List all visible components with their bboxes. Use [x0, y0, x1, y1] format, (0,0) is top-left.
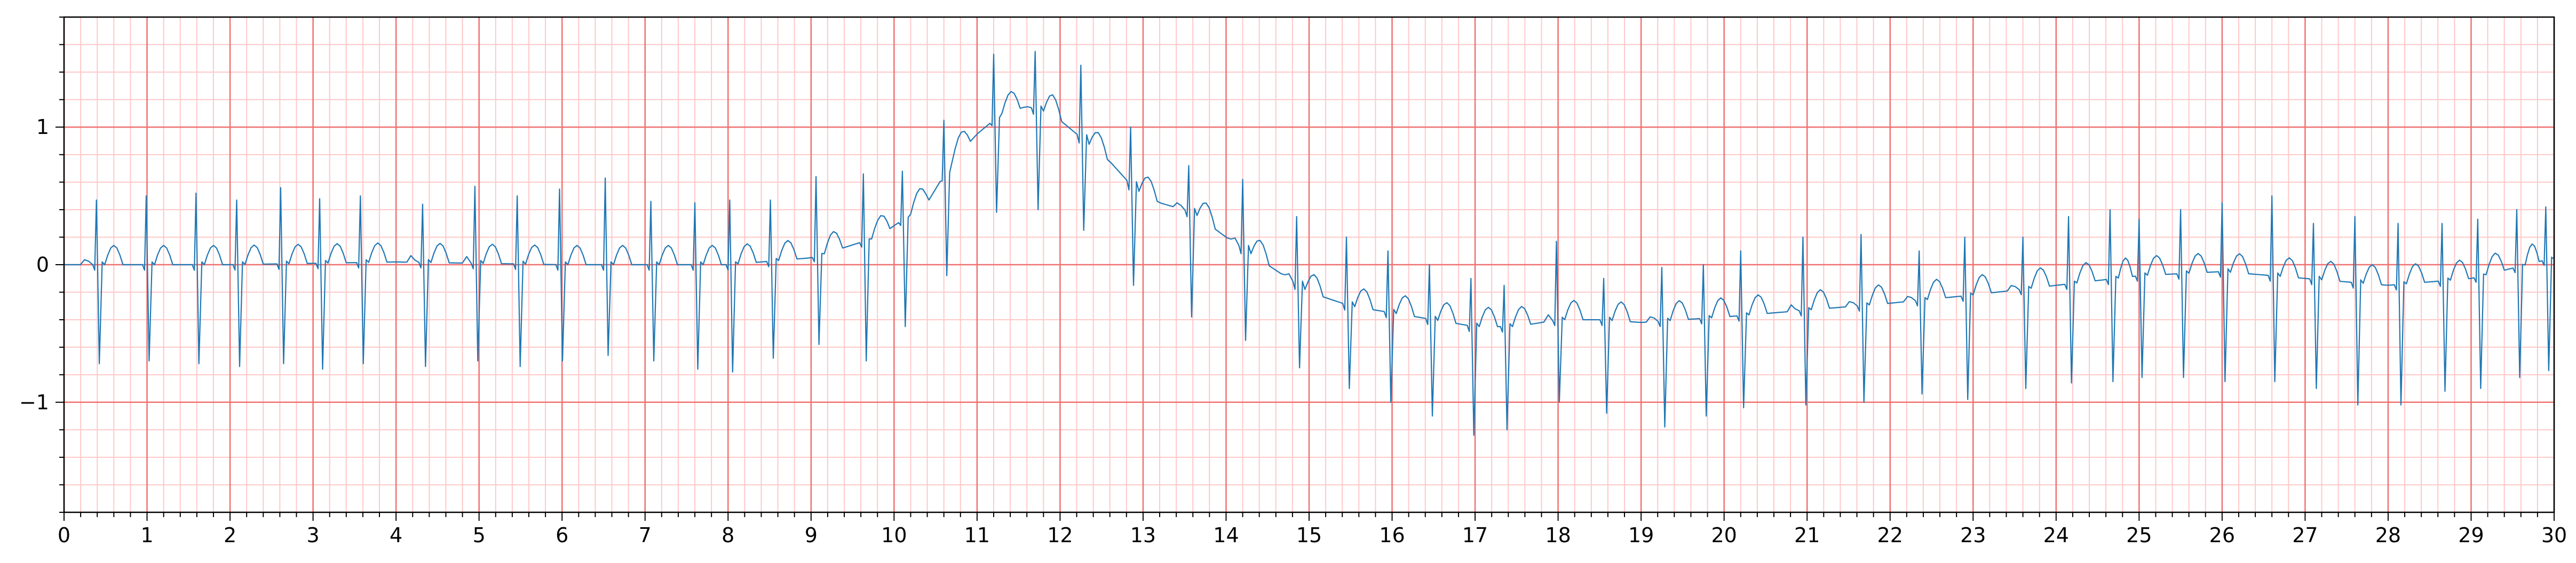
r-peak-point: [729, 200, 730, 201]
x-tick-label: 15: [1296, 524, 1322, 547]
r-peak-point: [559, 188, 560, 189]
r-peak-point: [605, 178, 606, 179]
r-peak-point: [1603, 278, 1604, 279]
r-peak-point: [2355, 216, 2356, 217]
y-tick-label: 0: [36, 253, 49, 276]
r-peak-point: [1296, 216, 1297, 217]
x-tick-label: 13: [1130, 524, 1156, 547]
x-tick-label: 9: [805, 524, 818, 547]
x-tick-label: 18: [1545, 524, 1571, 547]
r-peak-point: [1470, 278, 1471, 279]
r-peak-point: [1242, 179, 1243, 180]
r-peak-point: [1130, 126, 1131, 128]
r-peak-point: [1703, 264, 1704, 265]
y-axis-ticks: 1 0 −1: [19, 17, 64, 513]
x-tick-label: 5: [473, 524, 486, 547]
r-peak-point: [944, 120, 945, 121]
x-tick-label: 24: [2043, 524, 2069, 547]
r-peak-point: [1429, 264, 1430, 265]
r-peak-point: [1188, 165, 1189, 166]
x-tick-label: 23: [1960, 524, 1986, 547]
x-axis-ticks: 0 1 2 3 4 5 6 7 8 9 10 11 12 13 14 15 16 17 18 19 20 21 22 23 24…: [58, 512, 2567, 547]
r-peak-point: [195, 193, 196, 194]
r-peak-point: [2222, 202, 2223, 203]
x-tick-label: 11: [964, 524, 990, 547]
r-peak-point: [2545, 207, 2546, 208]
r-peak-point: [770, 200, 771, 201]
r-peak-point: [2398, 223, 2399, 224]
r-peak-point: [146, 195, 147, 196]
x-tick-label: 14: [1213, 524, 1239, 547]
y-tick-label: 1: [36, 115, 49, 139]
plot-area: [64, 51, 2555, 436]
x-tick-label: 1: [140, 524, 153, 547]
x-tick-label: 4: [390, 524, 402, 547]
r-peak-point: [474, 186, 475, 187]
r-peak-point: [280, 187, 281, 188]
r-peak-point: [651, 201, 652, 202]
r-peak-point: [993, 54, 994, 55]
r-peak-point: [863, 173, 864, 175]
r-peak-point: [1080, 65, 1081, 66]
r-peak-point: [1802, 236, 1803, 237]
r-peak-point: [2023, 236, 2024, 237]
r-peak-point: [1860, 234, 1861, 235]
x-tick-label: 22: [1877, 524, 1903, 547]
x-tick-label: 7: [639, 524, 652, 547]
x-tick-label: 3: [307, 524, 320, 547]
r-peak-point: [902, 171, 903, 172]
x-tick-label: 17: [1462, 524, 1488, 547]
r-peak-point: [1740, 250, 1741, 251]
x-tick-label: 10: [881, 524, 907, 547]
r-peak-point: [96, 200, 97, 201]
r-peak-point: [2516, 209, 2517, 210]
r-peak-point: [2477, 219, 2478, 220]
x-tick-label: 2: [224, 524, 236, 547]
r-peak-point: [1388, 250, 1389, 251]
x-tick-label: 30: [2541, 524, 2567, 547]
r-peak-point: [319, 198, 320, 199]
x-tick-label: 20: [1711, 524, 1737, 547]
r-peak-point: [1346, 236, 1347, 237]
x-tick-label: 28: [2375, 524, 2401, 547]
x-tick-label: 6: [556, 524, 568, 547]
r-peak-point: [2110, 209, 2111, 210]
y-tick-label: −1: [19, 391, 49, 414]
r-peak-point: [360, 195, 361, 196]
x-tick-label: 0: [58, 524, 70, 547]
x-tick-label: 19: [1628, 524, 1654, 547]
ecg-trace-line: [64, 51, 2555, 436]
r-peak-point: [815, 176, 817, 177]
x-tick-label: 8: [722, 524, 734, 547]
r-peak-point: [694, 202, 695, 203]
x-tick-label: 12: [1047, 524, 1073, 547]
r-peak-point: [2313, 223, 2314, 224]
r-peak-point: [236, 200, 237, 201]
r-peak-point: [2442, 223, 2443, 224]
r-peak-point: [1964, 236, 1965, 237]
r-peak-point: [1919, 250, 1920, 251]
x-tick-label: 29: [2458, 524, 2484, 547]
r-peak-point: [2068, 216, 2069, 217]
r-peak-point: [517, 195, 518, 196]
r-peak-point: [1556, 241, 1557, 242]
r-peak-point: [422, 204, 423, 205]
r-peak-point: [1035, 51, 1036, 52]
r-peak-point: [1504, 285, 1505, 286]
x-tick-label: 25: [2126, 524, 2152, 547]
r-peak-point: [2180, 209, 2181, 210]
r-peak-point: [1661, 267, 1662, 268]
r-peak-point: [2271, 195, 2272, 196]
x-tick-label: 16: [1379, 524, 1405, 547]
x-tick-label: 27: [2292, 524, 2318, 547]
x-tick-label: 26: [2209, 524, 2235, 547]
x-tick-label: 21: [1794, 524, 1820, 547]
r-peak-point: [2138, 219, 2139, 220]
